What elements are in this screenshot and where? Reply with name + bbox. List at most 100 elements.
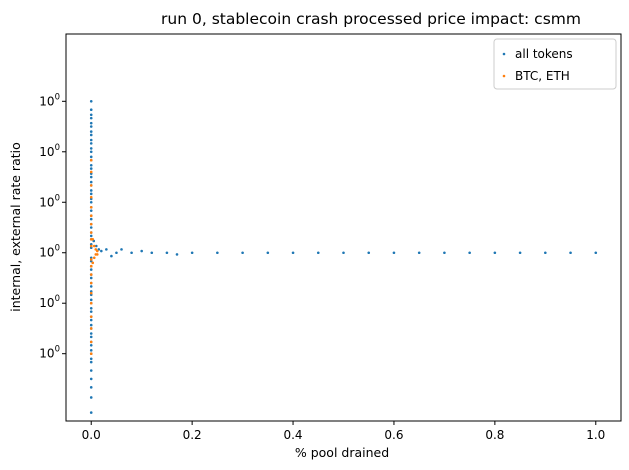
point-btc-eth-18 [89, 340, 93, 344]
legend-label-all-tokens: all tokens [515, 47, 573, 61]
point-all-tokens-68 [97, 248, 101, 251]
point-btc-eth-25 [92, 256, 96, 260]
y-tick-label-2: 100 [39, 244, 60, 260]
point-all-tokens-84 [316, 251, 320, 255]
point-all-tokens-56 [89, 343, 93, 347]
point-btc-eth-22 [94, 248, 98, 251]
point-all-tokens-27 [89, 217, 93, 221]
x-tick-label-0: 0.0 [82, 428, 101, 442]
point-all-tokens-61 [89, 369, 93, 372]
point-all-tokens-85 [342, 251, 345, 255]
point-all-tokens-25 [89, 209, 93, 212]
point-btc-eth-19 [89, 352, 93, 356]
point-btc-eth-10 [89, 258, 93, 261]
point-all-tokens-42 [89, 285, 93, 288]
y-tick-label-1: 100 [39, 294, 60, 310]
point-all-tokens-76 [150, 251, 154, 255]
point-all-tokens-83 [291, 251, 295, 255]
y-axis-label: internal, external rate ratio [8, 142, 23, 312]
point-btc-eth-5 [89, 214, 93, 218]
point-all-tokens-21 [89, 192, 93, 196]
point-btc-eth-23 [95, 249, 99, 253]
point-all-tokens-10 [89, 147, 93, 150]
point-btc-eth-13 [89, 281, 93, 285]
point-all-tokens-51 [89, 323, 93, 327]
point-all-tokens-65 [89, 411, 93, 414]
y-tick-label-5: 100 [39, 92, 60, 108]
legend-marker-all-tokens [502, 52, 506, 56]
point-all-tokens-54 [89, 335, 93, 339]
point-all-tokens-90 [468, 251, 471, 255]
point-all-tokens-12 [89, 155, 93, 159]
point-all-tokens-73 [120, 248, 123, 251]
point-all-tokens-57 [89, 349, 93, 352]
point-all-tokens-47 [89, 306, 93, 310]
x-tick-label-1: 0.2 [183, 428, 202, 442]
point-all-tokens-3 [89, 116, 93, 120]
plot-marks [89, 100, 598, 414]
x-tick-label-4: 0.8 [485, 428, 504, 442]
x-tick-label-3: 0.6 [384, 428, 403, 442]
plot-frame [65, 33, 622, 422]
point-all-tokens-48 [89, 310, 93, 313]
chart-title: run 0, stablecoin crash processed price … [161, 10, 581, 28]
y-axis-ticks: 100 100 100 100 100 100 [39, 92, 66, 361]
point-btc-eth-0 [89, 158, 93, 162]
point-all-tokens-23 [89, 200, 93, 204]
point-all-tokens-53 [89, 332, 93, 335]
point-all-tokens-75 [140, 249, 143, 253]
point-all-tokens-29 [89, 226, 93, 229]
point-all-tokens-9 [89, 142, 93, 145]
point-all-tokens-31 [89, 234, 93, 238]
point-btc-eth-20 [91, 237, 95, 241]
point-btc-eth-4 [89, 206, 93, 209]
point-all-tokens-2 [89, 113, 93, 117]
point-all-tokens-78 [175, 253, 179, 256]
legend-box [493, 38, 617, 90]
point-all-tokens-11 [89, 150, 93, 154]
point-all-tokens-67 [94, 244, 98, 248]
point-btc-eth-27 [95, 253, 99, 256]
point-all-tokens-14 [89, 163, 93, 167]
point-all-tokens-18 [89, 180, 93, 184]
point-all-tokens-94 [569, 251, 572, 255]
point-all-tokens-1 [89, 108, 93, 112]
point-all-tokens-45 [89, 298, 93, 302]
point-btc-eth-9 [89, 244, 93, 248]
point-all-tokens-93 [544, 251, 547, 255]
point-all-tokens-20 [89, 189, 93, 192]
point-all-tokens-70 [105, 248, 108, 251]
point-all-tokens-79 [190, 251, 194, 255]
point-btc-eth-11 [89, 264, 93, 268]
legend-marker-btc-eth [502, 74, 506, 78]
point-all-tokens-92 [518, 251, 522, 255]
point-all-tokens-72 [115, 251, 118, 255]
point-all-tokens-4 [89, 121, 93, 125]
point-all-tokens-59 [89, 357, 93, 361]
y-tick-label-3: 100 [39, 193, 60, 209]
point-btc-eth-15 [89, 301, 93, 305]
point-all-tokens-63 [89, 386, 93, 389]
point-all-tokens-38 [89, 268, 93, 271]
point-all-tokens-15 [89, 167, 93, 170]
point-btc-eth-24 [91, 261, 95, 265]
point-all-tokens-91 [493, 251, 497, 255]
point-btc-eth-1 [89, 170, 93, 174]
point-all-tokens-40 [89, 276, 93, 280]
point-all-tokens-62 [89, 377, 93, 381]
point-all-tokens-95 [594, 251, 598, 255]
point-all-tokens-69 [100, 249, 103, 253]
point-all-tokens-80 [216, 251, 219, 255]
point-btc-eth-6 [89, 222, 93, 226]
point-btc-eth-3 [89, 195, 93, 199]
point-all-tokens-81 [241, 251, 244, 255]
x-axis-label: % pool drained [295, 445, 389, 460]
point-all-tokens-50 [89, 318, 93, 322]
point-btc-eth-16 [89, 315, 93, 318]
point-all-tokens-8 [89, 138, 93, 142]
x-axis-ticks: 0.0 0.2 0.4 0.6 0.8 1.0 [82, 421, 605, 442]
point-btc-eth-17 [89, 327, 93, 330]
point-btc-eth-12 [89, 273, 93, 276]
point-all-tokens-89 [443, 251, 446, 255]
